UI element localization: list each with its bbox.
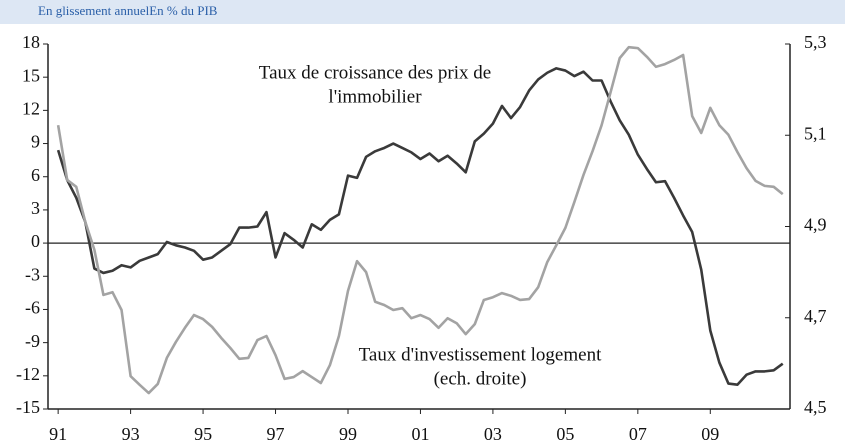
x-tick-label: 97 bbox=[267, 424, 285, 444]
x-tick-label: 01 bbox=[411, 424, 429, 444]
y2-tick-label: 5,3 bbox=[804, 32, 827, 52]
y-tick-label: 12 bbox=[22, 98, 40, 118]
annotation: Taux de croissance des prix de bbox=[259, 62, 491, 83]
y2-tick-label: 4,7 bbox=[804, 306, 827, 326]
y-tick-label: 9 bbox=[31, 132, 40, 152]
y-tick-label: -6 bbox=[25, 298, 40, 318]
series-line bbox=[56, 45, 784, 395]
x-tick-label: 91 bbox=[49, 424, 67, 444]
y-tick-label: 18 bbox=[22, 32, 40, 52]
y-tick-label: 6 bbox=[31, 165, 40, 185]
x-tick-label: 09 bbox=[701, 424, 719, 444]
y-tick-label: -9 bbox=[25, 331, 40, 351]
x-tick-label: 93 bbox=[122, 424, 140, 444]
y-tick-label: 3 bbox=[31, 198, 40, 218]
annotation: Taux d'investissement logement bbox=[359, 344, 602, 365]
y-tick-label: -3 bbox=[25, 264, 40, 284]
y2-tick-label: 4,9 bbox=[804, 215, 827, 235]
x-tick-label: 07 bbox=[629, 424, 647, 444]
y2-tick-label: 4,5 bbox=[804, 397, 827, 417]
x-tick-label: 99 bbox=[339, 424, 357, 444]
x-tick-label: 03 bbox=[484, 424, 502, 444]
series-line bbox=[56, 67, 784, 386]
header-band bbox=[0, 0, 845, 24]
y-tick-label: -12 bbox=[16, 364, 40, 384]
y-tick-label: 0 bbox=[31, 231, 40, 251]
annotation: (ech. droite) bbox=[434, 368, 527, 389]
y2-tick-label: 5,1 bbox=[804, 123, 827, 143]
x-tick-label: 05 bbox=[556, 424, 574, 444]
chart-title: En glissement annuelEn % du PIB bbox=[38, 3, 218, 18]
y-tick-label: 15 bbox=[22, 65, 40, 85]
y-tick-label: -15 bbox=[16, 397, 40, 417]
x-tick-label: 95 bbox=[194, 424, 212, 444]
annotation: l'immobilier bbox=[328, 86, 422, 107]
